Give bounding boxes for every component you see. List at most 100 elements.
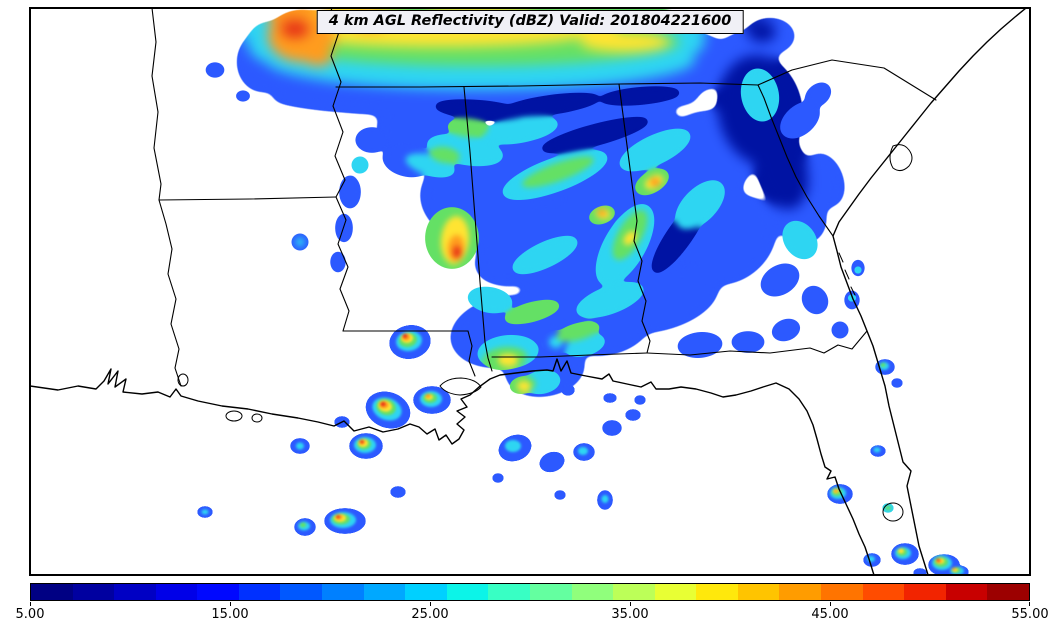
colorbar-segment [363,584,406,600]
radar-echo [281,20,309,38]
radar-echo [604,394,616,402]
colorbar-segment [571,584,614,600]
radar-echo [623,231,637,245]
radar-echo [562,385,574,395]
radar-echo [512,236,578,274]
radar-echo [576,282,644,318]
radar-echo [425,394,431,398]
radar-echo [620,129,690,171]
colorbar-segment [446,584,489,600]
colorbar-tick-label: 45.00 [811,607,849,622]
radar-echo [505,440,521,452]
radar-echo [360,440,364,444]
colorbar-segment [820,584,863,600]
colorbar-tick-label: 5.00 [15,607,45,622]
colorbar-segment [488,584,530,600]
radar-echo [236,91,250,101]
radar-echo [391,487,405,497]
colorbar-tick [430,602,431,606]
state-border-ar-la [158,196,337,201]
radar-echo [675,180,725,230]
barrier-islands [838,252,856,296]
colorbar-segment [197,584,239,600]
radar-echo [500,93,600,117]
radar-echo [331,252,345,272]
radar-echo [435,100,525,120]
radar-echo [880,363,886,367]
radar-echo [556,322,600,342]
radar-echo [201,509,209,515]
colorbar-segment [696,584,738,600]
state-border-west-vertical [151,9,162,201]
coastline-gulf [31,358,875,574]
radar-echo [780,102,820,138]
radar-echo [626,410,640,420]
lake-grand [251,413,263,423]
lake-pontchartrain [439,377,482,396]
radar-echo [336,515,340,519]
map-frame [29,7,1031,576]
state-border-al-fl [491,352,648,358]
radar-echo [892,379,902,387]
colorbar-labels: 5.00 15.00 25.00 35.00 45.00 55.00 [16,607,1049,627]
map-boundaries [31,9,1026,574]
state-border-mississippi-river [330,9,350,332]
colorbar-tick [1029,602,1030,606]
state-border-ms-al [463,86,493,372]
radar-echo [601,495,609,503]
radar-echo [555,491,565,499]
colorbar-segment [405,584,447,600]
colorbar-tick [630,602,631,606]
radar-echo [402,334,408,338]
colorbar-segment [737,584,780,600]
radar-echo [936,558,940,562]
colorbar-segment [613,584,655,600]
colorbar-tick [830,602,831,606]
radar-echo [580,32,670,52]
colorbar-segment [987,584,1029,600]
radar-echo [650,178,660,186]
state-border-al-ga [618,83,651,354]
state-border-tennessee [335,82,759,88]
colorbar-segment [114,584,156,600]
lake-calcasieu [225,410,243,422]
radar-echo [873,447,881,453]
radar-echo [493,474,503,482]
radar-echo [783,221,817,259]
radar-echo [802,286,828,314]
radar-echo [603,421,621,435]
radar-echo [474,198,606,286]
radar-echo [352,157,368,173]
radar-layer-mesoscale [206,63,864,394]
coastline-atlantic [832,9,1026,574]
colorbar-tick [230,602,231,606]
colorbar-gradient [30,583,1030,601]
radar-echo [832,322,848,338]
colorbar-segment [904,584,946,600]
colorbar-tick [30,602,31,606]
radar-echo [578,447,588,455]
colorbar-segment [945,584,988,600]
radar-echo [834,489,838,493]
radar-echo [356,128,388,152]
radar-echo [453,246,461,258]
colorbar-tick-label: 25.00 [411,607,449,622]
radar-echo [300,522,306,528]
state-border-ga-sc [757,84,834,237]
radar-echo [498,354,518,366]
radar-echo [522,156,594,188]
radar-echo [755,130,809,210]
plot-title: 4 km AGL Reflectivity (dBZ) Valid: 20180… [316,10,744,34]
radar-echo [540,452,564,472]
radar-echo [772,319,800,341]
radar-echo [296,442,304,450]
colorbar-segment [654,584,697,600]
radar-echo [732,332,764,352]
colorbar-tick-label: 55.00 [1011,607,1049,622]
radar-echo [678,332,722,358]
colorbar-segment [529,584,572,600]
colorbar-segment [238,584,281,600]
radar-echo [741,69,779,121]
colorbar-segment [779,584,821,600]
